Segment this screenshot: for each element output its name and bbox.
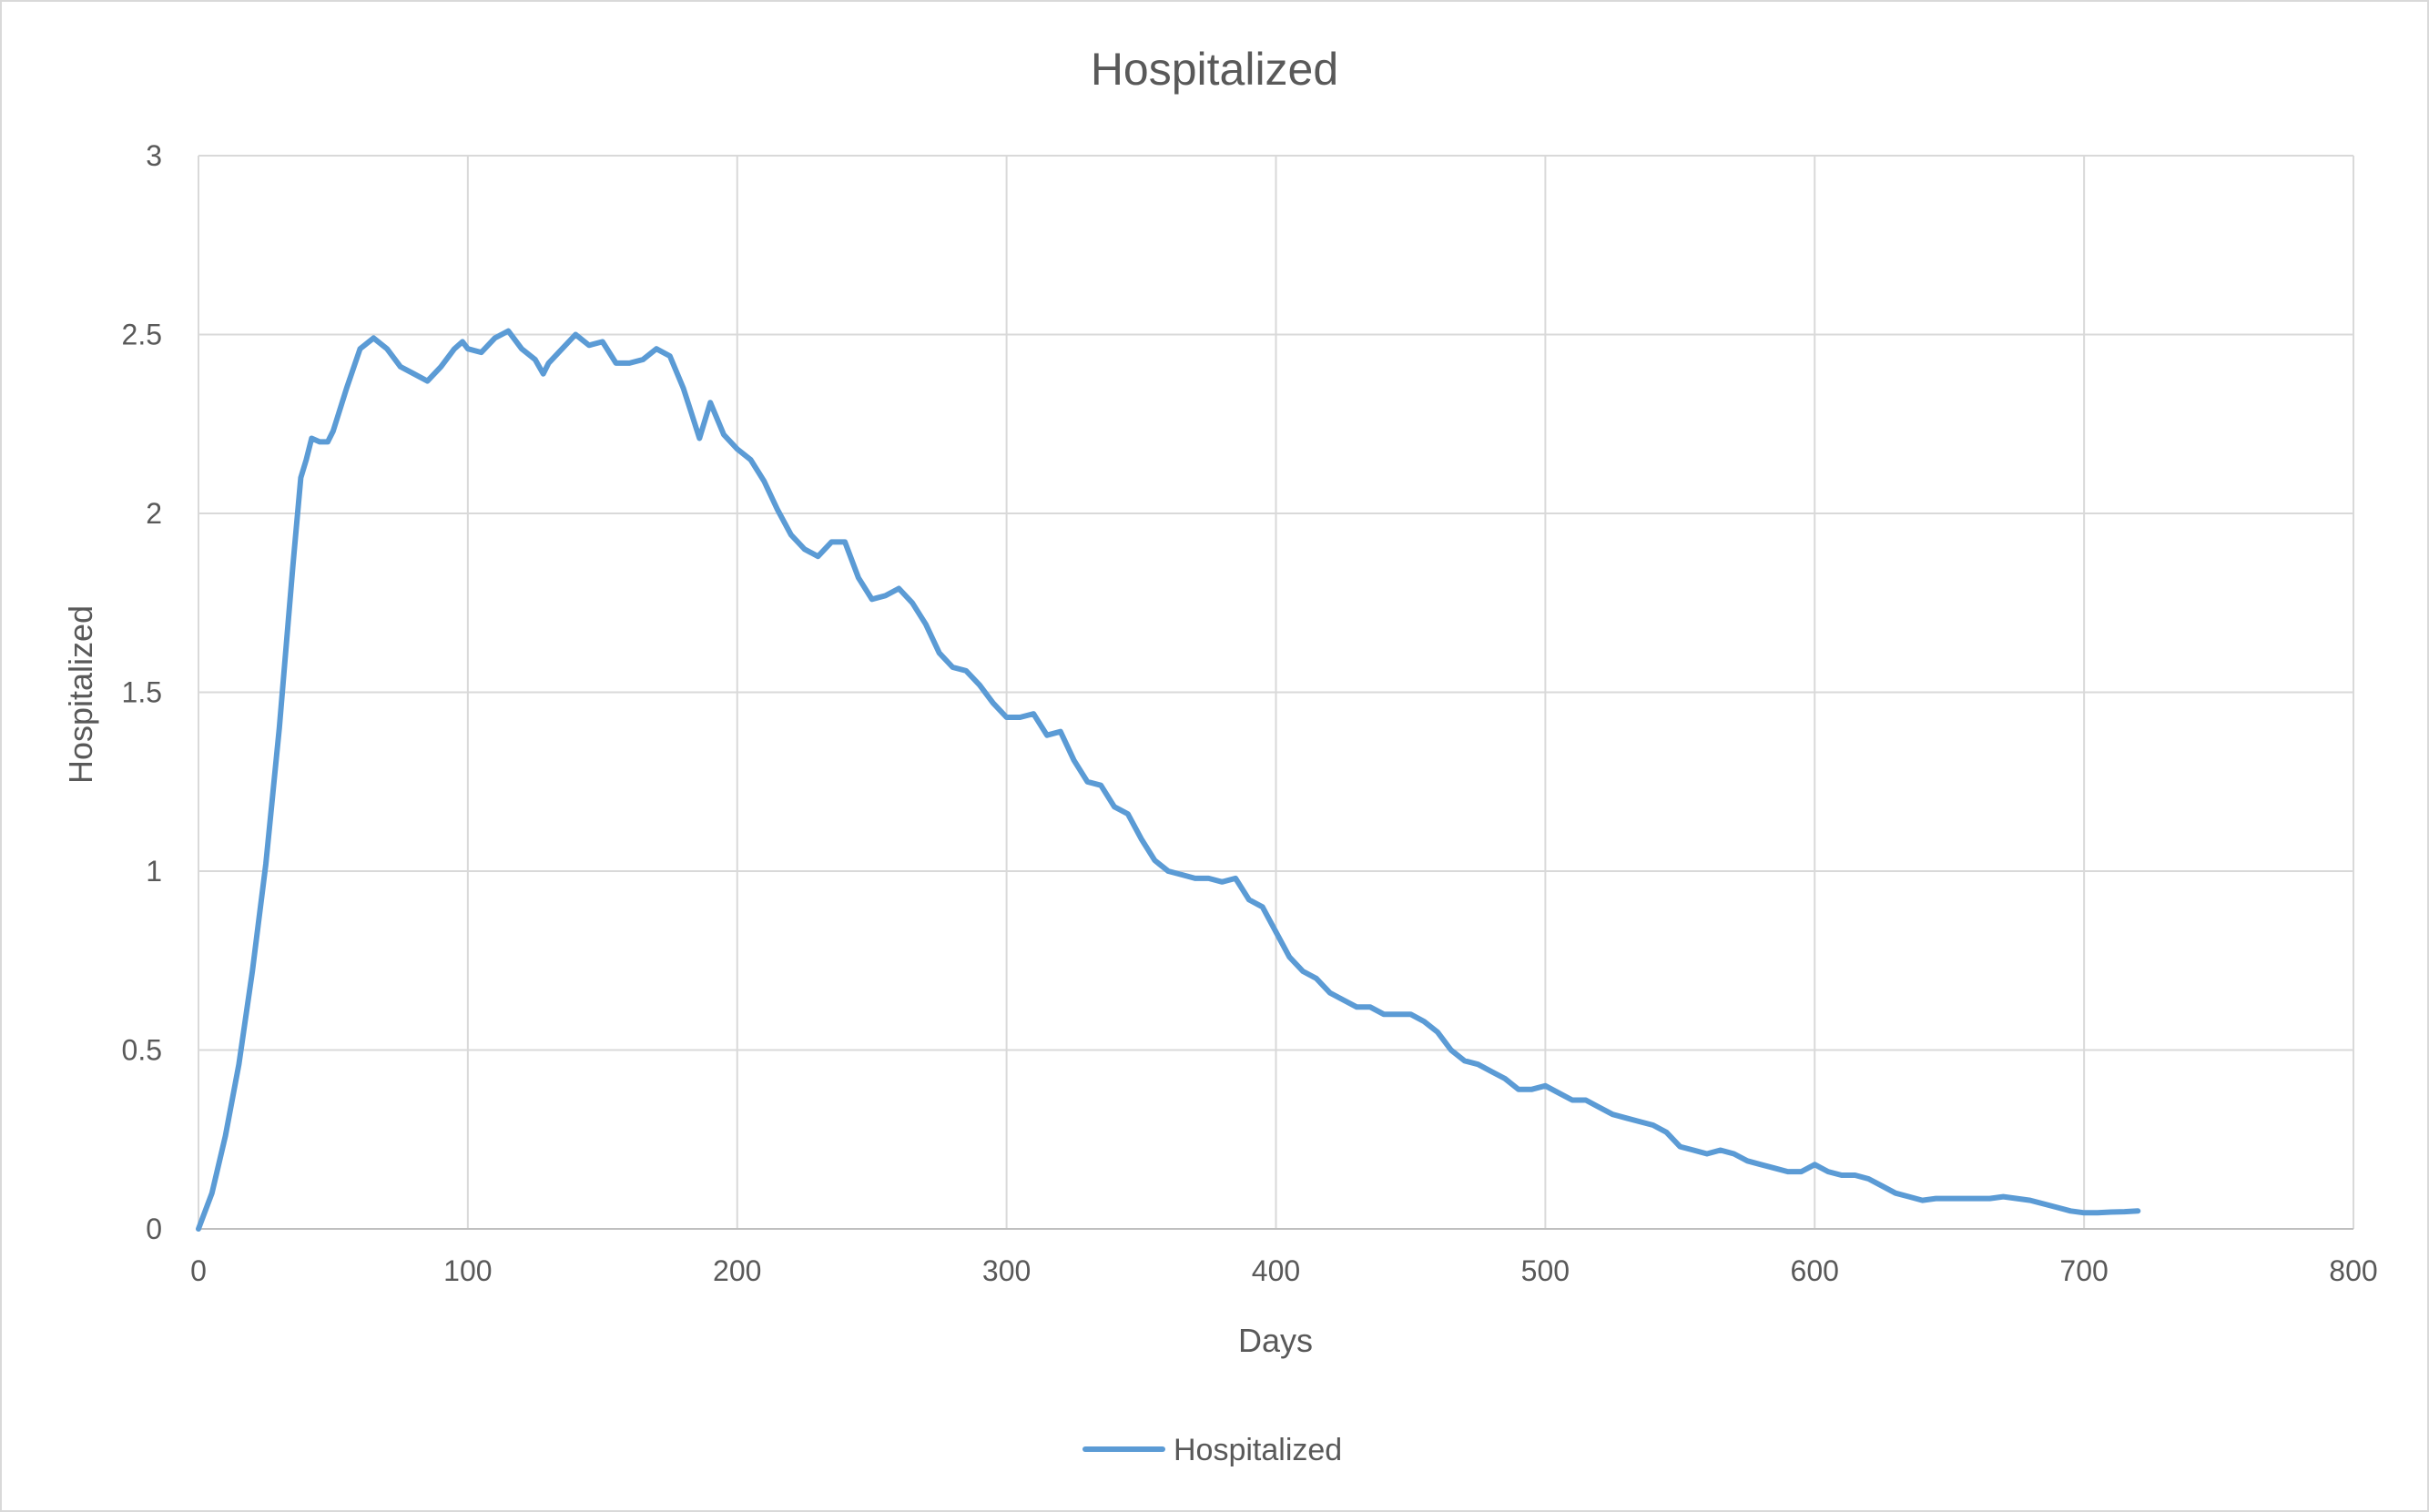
x-tick-label: 0 <box>190 1254 207 1287</box>
x-tick-label: 400 <box>1252 1254 1300 1287</box>
y-tick-label: 2 <box>146 497 162 530</box>
gridlines <box>198 155 2354 1229</box>
x-tick-label: 600 <box>1791 1254 1839 1287</box>
x-tick-label: 500 <box>1521 1254 1570 1287</box>
x-tick-label: 200 <box>713 1254 761 1287</box>
legend: Hospitalized <box>1082 1433 1342 1467</box>
y-axis-title: Hospitalized <box>62 605 99 784</box>
tick-labels: 0 0.5 1 1.5 2 2.5 3 0 100 200 300 400 500 600 700 800 <box>122 139 2378 1287</box>
y-tick-label: 0.5 <box>122 1034 162 1067</box>
y-tick-label: 1.5 <box>122 676 162 709</box>
x-tick-label: 300 <box>982 1254 1031 1287</box>
y-tick-label: 0 <box>146 1213 162 1245</box>
y-tick-label: 1 <box>146 855 162 888</box>
y-tick-label: 3 <box>146 139 162 172</box>
x-axis-title: Days <box>1238 1322 1313 1359</box>
x-tick-label: 700 <box>2059 1254 2108 1287</box>
chart-title: Hospitalized <box>1091 44 1338 95</box>
x-tick-label: 100 <box>443 1254 492 1287</box>
series-line-hospitalized <box>196 328 2141 1232</box>
x-tick-label: 800 <box>2329 1254 2377 1287</box>
y-tick-label: 2.5 <box>122 319 162 351</box>
legend-label-hospitalized: Hospitalized <box>1174 1433 1342 1467</box>
